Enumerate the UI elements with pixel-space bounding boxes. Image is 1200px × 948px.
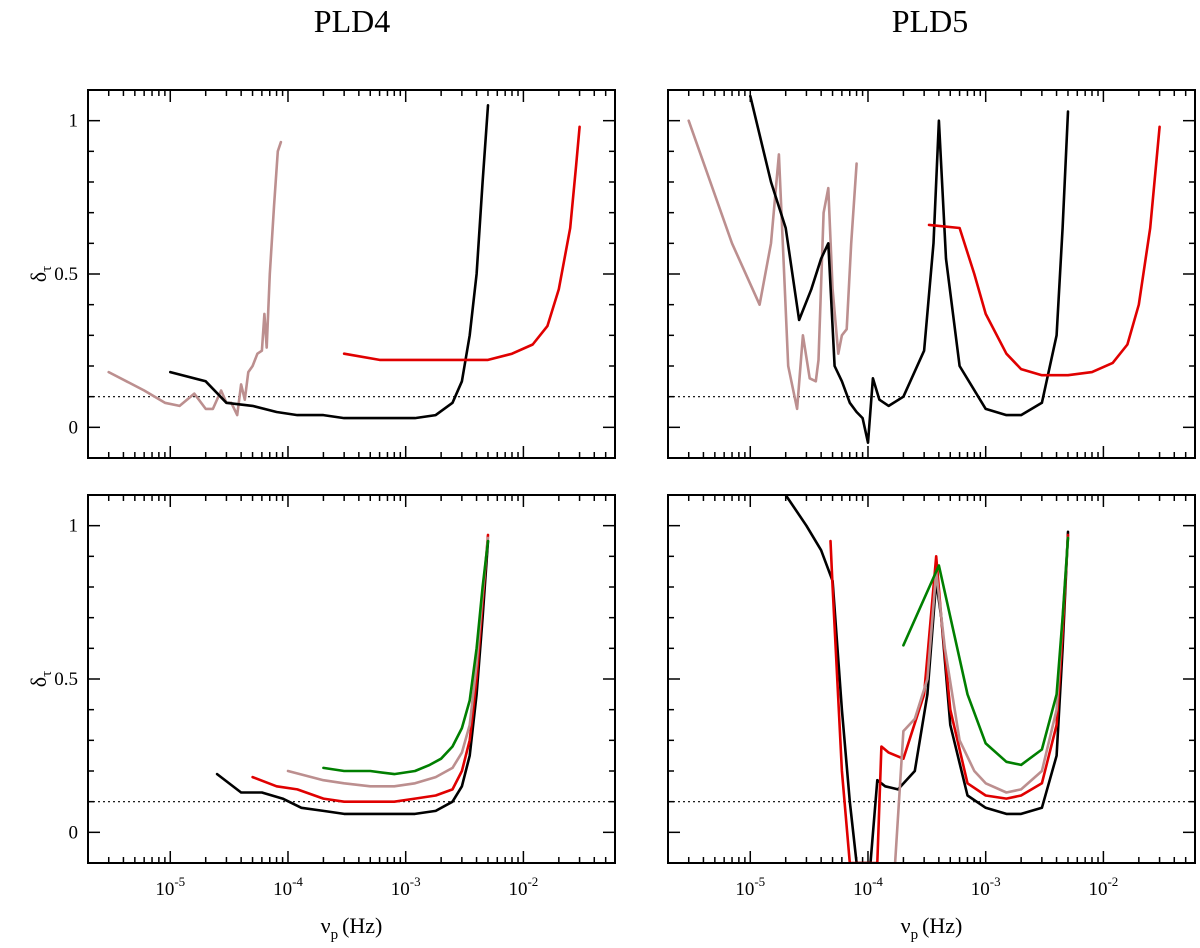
x-tick-exponent: -5: [754, 874, 765, 889]
series-line-green: [322, 539, 490, 776]
series-group: [215, 533, 490, 816]
x-tick-exponent: -2: [527, 874, 538, 889]
series-line-rosybrown: [687, 119, 858, 411]
x-tick-exponent: -5: [174, 874, 185, 889]
x-tick-label: 10-2: [508, 874, 538, 900]
plot-frame: [87, 89, 616, 459]
x-axis-label: νp (Hz): [901, 913, 963, 943]
series-line-black: [215, 539, 490, 816]
x-tick-exponent: -2: [1107, 874, 1118, 889]
plot-frame: [667, 89, 1196, 459]
x-tick-base: 10: [391, 879, 410, 900]
x-tick-label: 10-5: [735, 874, 765, 900]
series-group: [687, 94, 1161, 445]
x-axis-label-unit: (Hz): [922, 913, 962, 938]
plot-frame: [667, 494, 1196, 864]
y-tick-label: 1: [69, 516, 79, 537]
panel-top-left: 0 0.5 1 δτ: [26, 89, 616, 459]
y-axis-label-main: δ: [26, 272, 51, 282]
y-axis-label: δτ: [26, 671, 55, 687]
column-title-pld5: PLD5: [892, 3, 968, 39]
x-axis-label-unit: (Hz): [342, 913, 382, 938]
x-tick-label: 10-3: [391, 874, 421, 900]
x-tick-exponent: -4: [872, 874, 883, 889]
series-line-rosybrown: [893, 536, 1070, 863]
y-axis-label-sub: τ: [39, 671, 55, 677]
y-axis-label: δτ: [26, 266, 55, 282]
x-axis-label-sub: p: [331, 927, 339, 943]
x-tick-base: 10: [735, 879, 754, 900]
x-axis-label: νp (Hz): [321, 913, 383, 943]
series-line-red: [251, 533, 490, 804]
panel-bottom-right: 10-5 10-4 10-3 10-2νp (Hz): [667, 494, 1196, 943]
x-tick-base: 10: [853, 879, 872, 900]
x-tick-exponent: -3: [990, 874, 1001, 889]
x-tick-base: 10: [508, 879, 527, 900]
y-axis-label-sub: τ: [39, 266, 55, 272]
panel-top-right: [667, 89, 1196, 459]
x-tick-label: 10-5: [155, 874, 185, 900]
series-line-rosybrown: [286, 536, 490, 788]
y-tick-label: 0.5: [54, 669, 78, 690]
x-tick-base: 10: [273, 879, 292, 900]
x-tick-exponent: -4: [292, 874, 303, 889]
y-tick-label: 0: [69, 822, 79, 843]
y-axis-label-main: δ: [26, 677, 51, 687]
series-line-black: [169, 104, 490, 420]
x-tick-base: 10: [1088, 879, 1107, 900]
y-tick-label: 1: [69, 111, 79, 132]
y-tick-label: 0.5: [54, 264, 78, 285]
series-line-rosybrown: [107, 140, 283, 417]
series-line-red: [927, 125, 1161, 377]
series-line-red: [342, 125, 581, 362]
x-tick-label: 10-4: [853, 874, 883, 900]
x-axis-label-main: ν: [901, 913, 911, 938]
series-line-green: [902, 536, 1070, 767]
series-line-black: [784, 495, 1070, 863]
series-group: [107, 104, 581, 420]
series-line-black: [748, 94, 1070, 445]
x-tick-label: 10-2: [1088, 874, 1118, 900]
x-tick-label: 10-3: [971, 874, 1001, 900]
y-tick-label: 0: [69, 417, 79, 438]
series-line-red: [829, 533, 1070, 863]
x-tick-base: 10: [155, 879, 174, 900]
series-group: [784, 495, 1070, 863]
column-title-pld4: PLD4: [314, 3, 390, 39]
x-axis-label-main: ν: [321, 913, 331, 938]
x-axis-label-sub: p: [911, 927, 919, 943]
x-tick-exponent: -3: [410, 874, 421, 889]
plot-frame: [87, 494, 616, 864]
x-tick-label: 10-4: [273, 874, 303, 900]
x-tick-base: 10: [971, 879, 990, 900]
